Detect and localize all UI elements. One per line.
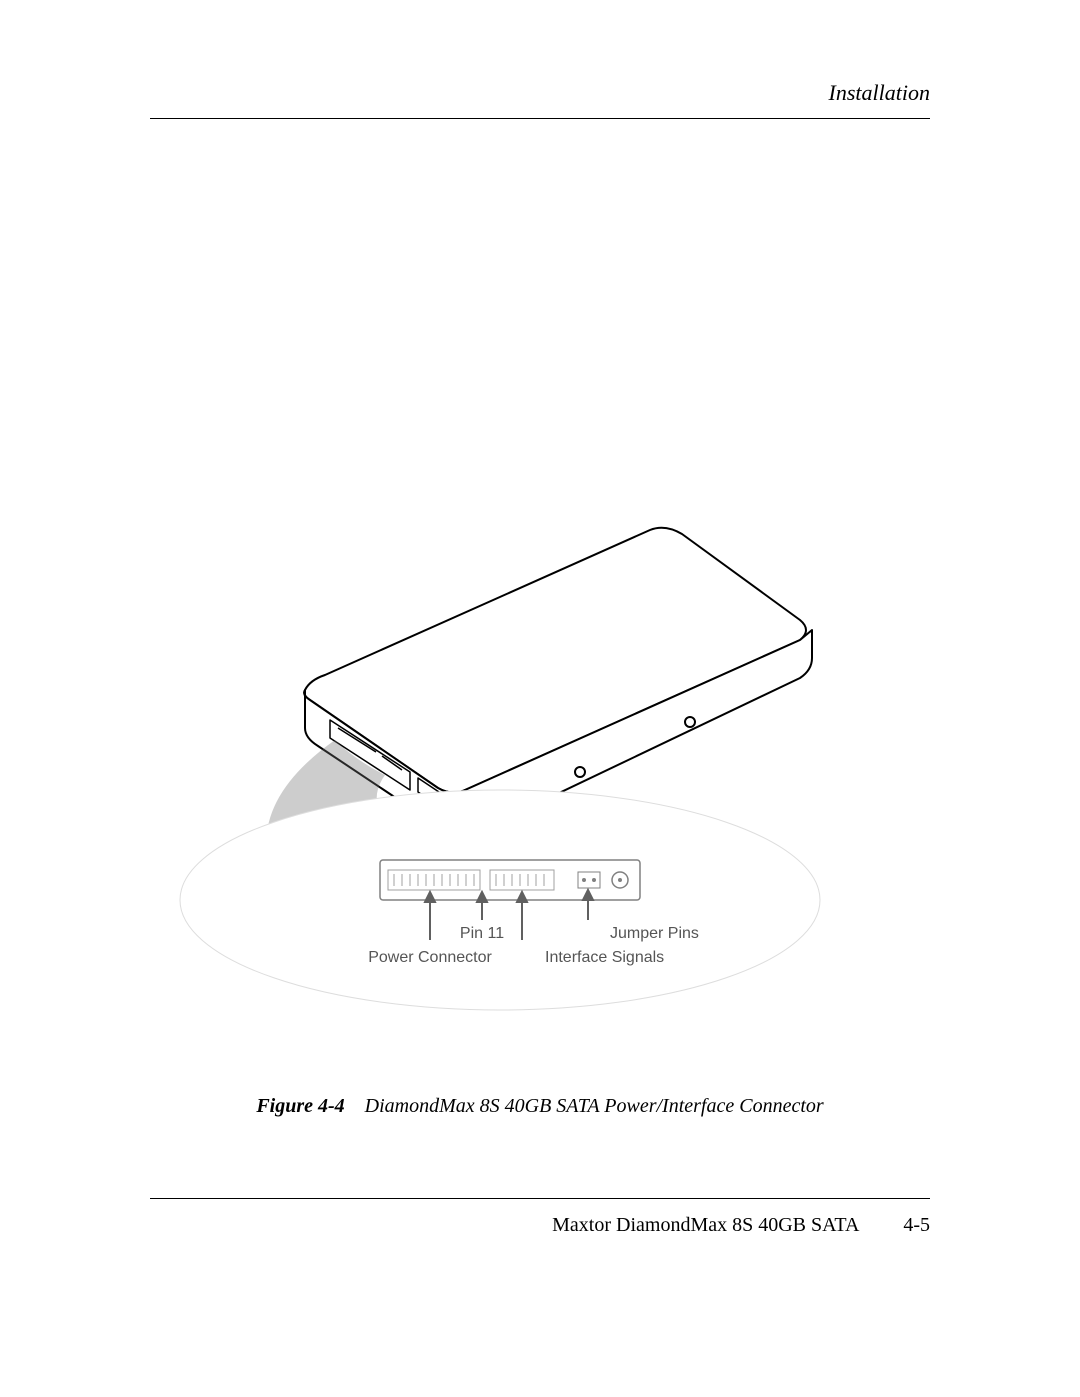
page: Installation xyxy=(0,0,1080,1397)
section-title: Installation xyxy=(829,80,930,105)
drive-body xyxy=(304,528,812,831)
figure-number: Figure 4-4 xyxy=(256,1095,344,1117)
header-rule xyxy=(150,118,930,119)
annotation-jumper-pins: Jumper Pins xyxy=(610,925,699,942)
annotation-interface-signals: Interface Signals xyxy=(545,949,664,966)
footer-doc-title: Maxtor DiamondMax 8S 40GB SATA xyxy=(552,1214,858,1236)
footer-page-number: 4-5 xyxy=(903,1214,930,1236)
annotation-pin11: Pin 11 xyxy=(460,925,504,942)
page-header: Installation xyxy=(150,80,930,114)
annotation-power-connector: Power Connector xyxy=(368,949,492,966)
page-footer: Maxtor DiamondMax 8S 40GB SATA 4-5 xyxy=(150,1214,930,1237)
footer-rule xyxy=(150,1198,930,1199)
figure-caption: Figure 4-4 DiamondMax 8S 40GB SATA Power… xyxy=(0,1095,1080,1118)
figure-description: DiamondMax 8S 40GB SATA Power/Interface … xyxy=(365,1095,824,1117)
figure-diagram: Pin 11 Power Connector Interface Signals… xyxy=(130,500,830,1020)
